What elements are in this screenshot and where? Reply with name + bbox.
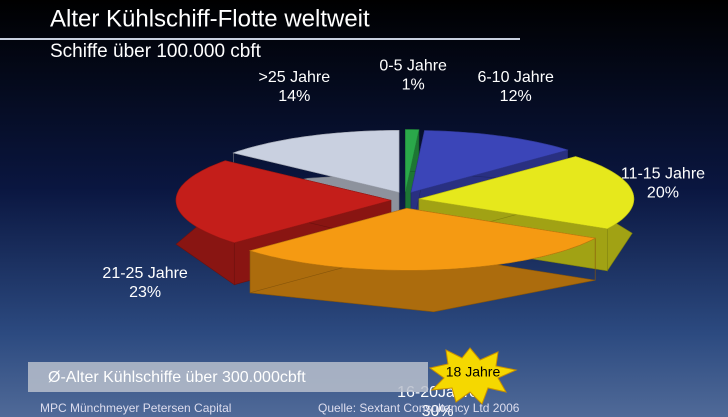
- highlight: 18 Jahre: [446, 364, 501, 380]
- value-label: 14%: [278, 88, 310, 105]
- chart-title: Alter Kühlschiff-Flotte weltweit: [50, 5, 370, 32]
- value-label: 20%: [647, 185, 679, 202]
- source: Quelle: Sextant Consultancy Ltd 2006: [318, 401, 520, 415]
- chart-subtitle: Schiffe über 100.000 cbft: [50, 41, 262, 62]
- slice-label: 0-5 Jahre: [379, 57, 447, 74]
- annotation: Ø-Alter Kühlschiffe über 300.000cbft: [48, 369, 306, 386]
- slice-label: >25 Jahre: [258, 69, 330, 86]
- value-label: 1%: [402, 76, 425, 93]
- slice-label: 21-25 Jahre: [102, 265, 187, 282]
- value-label: 12%: [500, 88, 532, 105]
- slice-label: 6-10 Jahre: [477, 69, 554, 86]
- slice-label: 11-15 Jahre: [621, 166, 705, 183]
- slide: Alter Kühlschiff-Flotte weltweit Schiffe…: [0, 0, 728, 417]
- value-label: 23%: [129, 284, 161, 301]
- footer-left: MPC Münchmeyer Petersen Capital: [40, 401, 231, 415]
